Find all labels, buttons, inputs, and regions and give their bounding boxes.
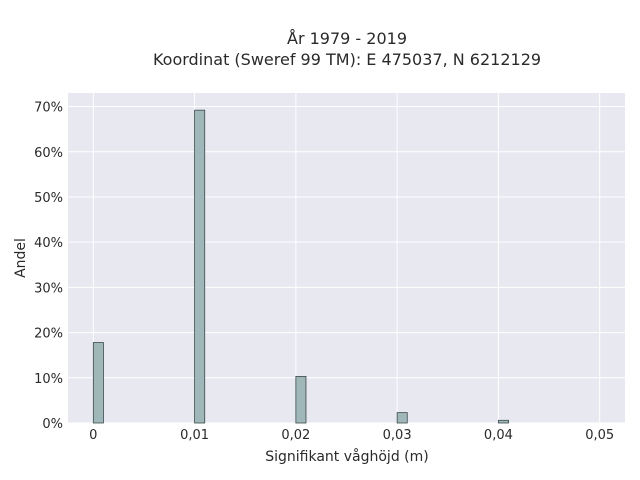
y-axis-ticks: 0% 10% 20% 30% 40% 50% 60% 70% — [34, 101, 63, 432]
x-tick-label: 0,05 — [585, 428, 614, 443]
y-tick-label: 70% — [34, 101, 63, 116]
x-tick-label: 0,04 — [484, 428, 513, 443]
y-tick-label: 20% — [34, 327, 63, 342]
y-tick-label: 30% — [34, 281, 63, 296]
x-tick-label: 0,03 — [383, 428, 412, 443]
plot-area — [68, 93, 625, 423]
histogram-bar — [194, 109, 206, 424]
x-axis-label: Signifikant våghöjd (m) — [265, 448, 428, 465]
y-tick-label: 60% — [34, 146, 63, 161]
x-tick-label: 0,02 — [281, 428, 310, 443]
x-tick-label: 0 — [89, 428, 97, 443]
histogram-bar — [92, 342, 104, 424]
histogram-bar — [498, 419, 509, 424]
histogram-bar — [295, 376, 307, 424]
bars — [92, 109, 509, 424]
x-tick-label: 0,01 — [180, 428, 209, 443]
y-axis-label: Andel — [13, 238, 29, 278]
chart-title-line-2: Koordinat (Sweref 99 TM): E 475037, N 62… — [152, 50, 542, 69]
y-tick-label: 0% — [42, 417, 63, 432]
y-tick-label: 10% — [34, 372, 63, 387]
x-axis-ticks: 0 0,01 0,02 0,03 0,04 0,05 — [89, 428, 614, 443]
histogram-bar — [396, 412, 408, 424]
y-tick-label: 40% — [34, 236, 63, 251]
y-tick-label: 50% — [34, 191, 63, 206]
chart-title-line-1: År 1979 - 2019 — [287, 29, 407, 48]
